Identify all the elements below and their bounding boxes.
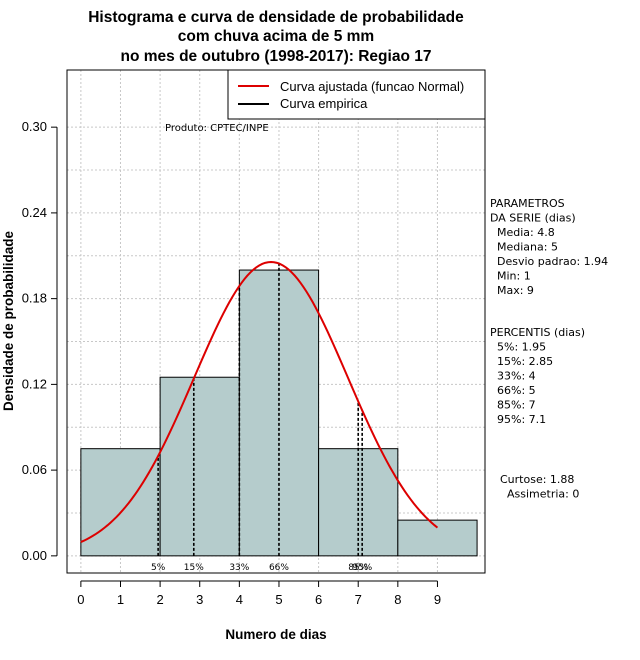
percentile-stat-line: PERCENTIS (dias): [490, 326, 585, 339]
series-parameters-panel: PARAMETROS DA SERIE (dias) Media: 4.8 Med…: [490, 197, 608, 297]
histogram-bar-0: [80, 448, 161, 557]
y-tick-label: 0.18: [22, 291, 47, 306]
percentile-label: 85%: [348, 563, 368, 573]
x-axis: 0 1 2 3 4 5 6 7 8 9: [77, 580, 441, 607]
x-tick-label: 5: [275, 592, 282, 607]
shape-stat-line: Curtose: 1.88: [500, 473, 574, 486]
percentile-stat-line: 5%: 1.95: [490, 341, 546, 354]
y-tick-label: 0.00: [22, 548, 47, 563]
percentile-stat-line: 15%: 2.85: [490, 355, 553, 368]
x-tick-label: 6: [315, 592, 322, 607]
shape-stat-line: Assimetria: 0: [500, 488, 579, 501]
histogram-bar-4: [397, 519, 478, 557]
x-tick-label: 8: [394, 592, 401, 607]
percentile-stat-line: 66%: 5: [490, 384, 536, 397]
y-tick-label: 0.06: [22, 462, 47, 477]
x-tick-label: 9: [434, 592, 441, 607]
x-tick-label: 0: [77, 592, 84, 607]
x-tick-label: 2: [156, 592, 163, 607]
legend-label-empirical: Curva empirica: [280, 96, 368, 111]
legend-label-fitted: Curva ajustada (funcao Normal): [280, 79, 464, 94]
product-note: Produto: CPTEC/INPE: [165, 123, 269, 134]
percentile-label: 5%: [151, 563, 166, 573]
percentiles-panel: PERCENTIS (dias) 5%: 1.95 15%: 2.85 33%:…: [490, 326, 585, 426]
histogram-bar-1: [159, 376, 240, 557]
x-tick-label: 1: [117, 592, 124, 607]
x-tick-label: 4: [236, 592, 243, 607]
chart-title-line-2: com chuva acima de 5 mm: [178, 28, 374, 45]
percentile-label: 66%: [269, 563, 289, 573]
series-parameter-line: Max: 9: [490, 284, 534, 297]
percentile-label: 33%: [229, 563, 249, 573]
percentile-labels: 5% 15% 33% 66% 85%95%: [151, 563, 373, 573]
series-parameter-line: Desvio padrao: 1.94: [490, 255, 608, 268]
shape-stats-panel: Curtose: 1.88 Assimetria: 0: [500, 473, 579, 501]
series-parameter-line: DA SERIE (dias): [490, 212, 576, 225]
percentile-stat-line: 33%: 4: [490, 370, 536, 383]
percentile-label: 95%: [352, 563, 372, 573]
x-tick-label: 3: [196, 592, 203, 607]
percentile-label: 15%: [184, 563, 204, 573]
normal-fit-curve: [80, 260, 439, 543]
series-parameter-line: Min: 1: [490, 270, 531, 283]
series-parameter-line: Mediana: 5: [490, 241, 558, 254]
y-tick-label: 0.30: [22, 119, 47, 134]
percentile-stat-line: 95%: 7.1: [490, 413, 546, 426]
y-tick-label: 0.24: [22, 205, 47, 220]
series-parameter-line: Media: 4.8: [490, 226, 555, 239]
percentile-lines: [157, 263, 363, 556]
x-axis-label: Numero de dias: [225, 627, 326, 642]
chart-title-line-1: Histograma e curva de densidade de proba…: [88, 9, 464, 26]
y-tick-label: 0.12: [22, 376, 47, 391]
y-axis-label: Densidade de probabilidade: [1, 230, 16, 411]
series-parameter-line: PARAMETROS: [490, 197, 565, 210]
chart-title-line-3: no mes de outubro (1998-2017): Regiao 17: [121, 48, 432, 65]
x-tick-label: 7: [355, 592, 362, 607]
y-axis: 0.00 0.06 0.12 0.18 0.24 0.30: [22, 119, 58, 563]
percentile-stat-line: 85%: 7: [490, 399, 536, 412]
legend-box: Curva ajustada (funcao Normal) Curva emp…: [227, 69, 486, 120]
